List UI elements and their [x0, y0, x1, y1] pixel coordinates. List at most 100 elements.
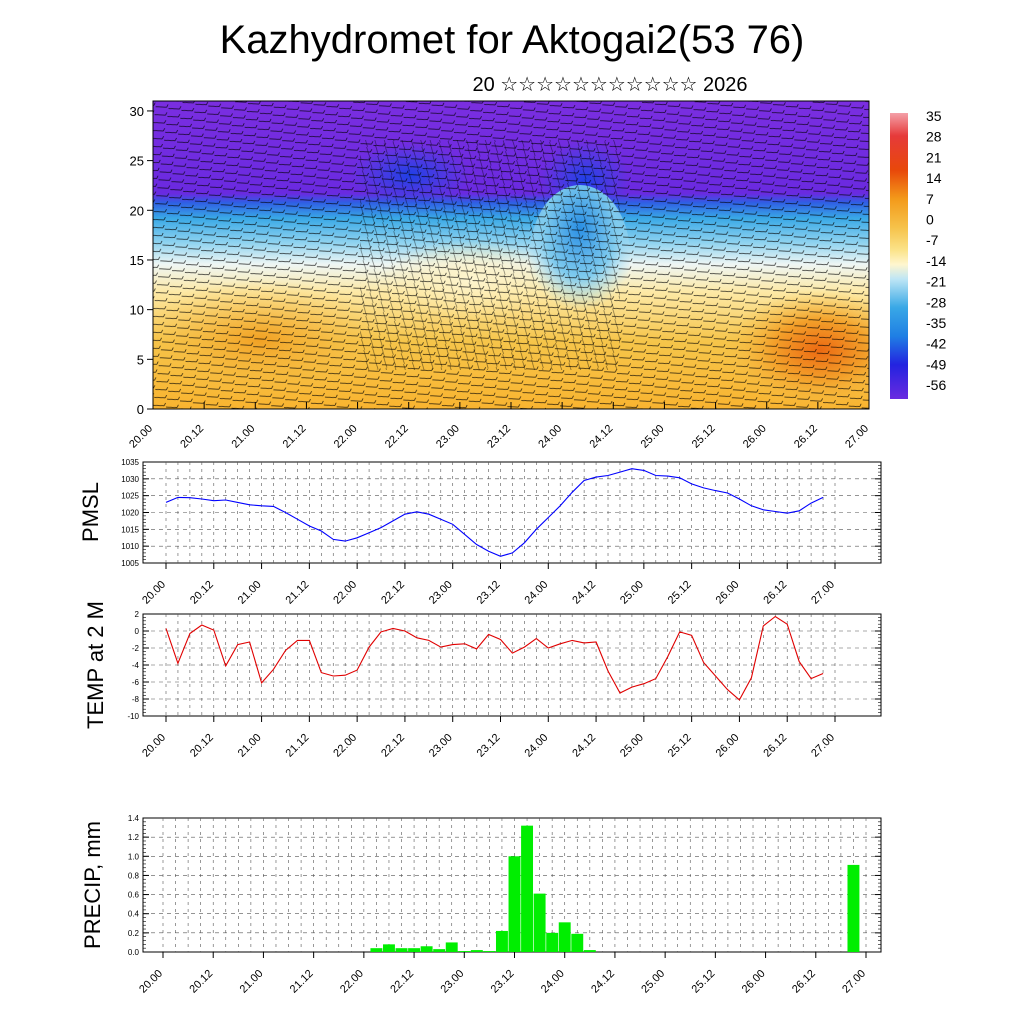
- precip-bar: [847, 864, 860, 952]
- y-tick-label: 0.2: [128, 929, 140, 938]
- heatmap-x-tick-label: 21.12: [281, 423, 309, 451]
- colorbar-label: 35: [926, 108, 942, 124]
- precip-panel: 0.0 0.2 0.4 0.6 0.8 1.0 1.2 1.4 20.00 20.12 21.00 2…: [80, 814, 882, 996]
- heatmap-x-tick-label: 22.00: [332, 423, 360, 451]
- y-tick-label: 1.2: [128, 833, 140, 842]
- precip-bar: [470, 950, 483, 952]
- x-tick-label: 21.00: [236, 579, 264, 607]
- heatmap-x-tick-label: 20.00: [127, 423, 155, 451]
- colorbar-label: 7: [926, 191, 934, 207]
- y-tick-label: 1005: [121, 559, 139, 568]
- x-tick-label: 27.00: [809, 732, 837, 760]
- y-tick-label: 1015: [121, 525, 139, 534]
- x-tick-label: 24.00: [539, 968, 567, 996]
- heatmap-x-tick-label: 20.12: [178, 423, 206, 451]
- colorbar-label: -56: [926, 377, 946, 393]
- precip-bar: [433, 949, 446, 952]
- y-tick-label: 0.0: [128, 948, 140, 957]
- y-tick-label: -6: [132, 678, 140, 687]
- temperature-cross-section: 0 5 10 15 20 25 30 20.00 20.12 21.00 21.12 22.00 22…: [127, 100, 946, 451]
- colorbar-label: 14: [926, 170, 942, 186]
- x-tick-label: 21.12: [284, 732, 312, 760]
- x-tick-label: 25.00: [618, 579, 646, 607]
- x-tick-label: 26.00: [714, 732, 742, 760]
- colorbar-label: 0: [926, 212, 934, 228]
- heatmap-x-tick-label: 23.00: [434, 423, 462, 451]
- y-tick-label: -4: [132, 661, 140, 670]
- x-tick-label: 25.12: [690, 968, 718, 996]
- page-subtitle: 20 ☆☆☆☆☆☆☆☆☆☆☆ 2026: [472, 74, 748, 96]
- colorbar-label: -14: [926, 253, 946, 269]
- heatmap-y-tick-label: 25: [130, 154, 144, 169]
- x-tick-label: 24.00: [522, 732, 550, 760]
- x-tick-label: 21.00: [238, 968, 266, 996]
- heatmap-y-tick-label: 20: [130, 203, 144, 218]
- x-tick-label: 26.00: [714, 579, 742, 607]
- x-tick-label: 26.12: [790, 968, 818, 996]
- colorbar-label: -35: [926, 315, 946, 331]
- y-tick-label: -8: [132, 695, 140, 704]
- series-line: [165, 468, 824, 557]
- heatmap-y-tick-label: 0: [137, 402, 144, 417]
- series-line: [165, 615, 824, 701]
- x-tick-label: 20.12: [188, 732, 216, 760]
- y-tick-label: 1025: [121, 492, 139, 501]
- x-tick-label: 21.12: [288, 968, 316, 996]
- precip-bar: [370, 948, 383, 952]
- heatmap-x-tick-label: 23.12: [485, 423, 513, 451]
- y-tick-label: 1020: [121, 509, 139, 518]
- panel-y-label: TEMP at 2 M: [83, 601, 108, 729]
- x-tick-label: 22.12: [388, 968, 416, 996]
- pmsl-panel: 1005 1010 1015 1020 1025 1030 1035 20.00 20.12 21…: [78, 458, 882, 607]
- heatmap-x-tick-label: 21.00: [229, 423, 257, 451]
- heatmap-x-tick-label: 24.12: [587, 423, 615, 451]
- y-tick-label: 0.4: [128, 910, 140, 919]
- y-tick-label: 2: [135, 610, 140, 619]
- x-tick-label: 21.00: [236, 732, 264, 760]
- x-tick-label: 25.00: [618, 732, 646, 760]
- x-tick-label: 25.12: [666, 579, 694, 607]
- colorbar-label: 28: [926, 129, 942, 145]
- wind-barbs-vertical: [360, 140, 620, 370]
- panel-y-label: PMSL: [78, 482, 103, 542]
- precip-bar: [483, 951, 496, 952]
- precip-bar: [571, 933, 584, 952]
- colorbar-label: -42: [926, 336, 946, 352]
- colorbar-label: -28: [926, 294, 946, 310]
- precip-bar: [395, 948, 408, 952]
- heatmap-x-tick-label: 22.12: [383, 423, 411, 451]
- x-tick-label: 23.00: [427, 732, 455, 760]
- x-tick-label: 23.00: [438, 968, 466, 996]
- heatmap-x-tick-label: 26.12: [792, 423, 820, 451]
- y-tick-label: 1035: [121, 458, 139, 467]
- precip-bar: [546, 932, 559, 952]
- precip-bar: [508, 856, 521, 952]
- precip-bar: [420, 946, 433, 952]
- x-tick-label: 24.12: [589, 968, 617, 996]
- colorbar-label: -21: [926, 274, 946, 290]
- precip-bar: [583, 950, 596, 952]
- y-tick-label: 1030: [121, 475, 139, 484]
- heatmap-y-tick-label: 15: [130, 253, 144, 268]
- x-tick-label: 21.12: [284, 579, 312, 607]
- x-tick-label: 22.00: [338, 968, 366, 996]
- y-tick-label: 0.6: [128, 891, 140, 900]
- y-tick-label: -10: [127, 712, 139, 721]
- y-tick-label: -2: [132, 644, 140, 653]
- precip-bar: [445, 942, 458, 952]
- panel-y-label: PRECIP, mm: [80, 821, 105, 949]
- x-tick-label: 24.12: [570, 579, 598, 607]
- precip-bar: [383, 944, 395, 952]
- y-tick-label: 1.4: [128, 814, 140, 823]
- x-tick-label: 23.12: [475, 732, 503, 760]
- heatmap-x-tick-label: 26.00: [741, 423, 769, 451]
- colorbar-scale: [890, 113, 908, 399]
- x-tick-label: 20.00: [140, 732, 168, 760]
- temp-panel: -10 -8 -6 -4 -2 0 2 20.00 20.12 21.00 21.12 22.00 22…: [83, 601, 882, 760]
- y-tick-label: 0: [135, 627, 140, 636]
- x-tick-label: 24.12: [570, 732, 598, 760]
- x-tick-label: 24.00: [522, 579, 550, 607]
- heatmap-x-tick-label: 27.00: [843, 423, 871, 451]
- colorbar-label: 21: [926, 149, 942, 165]
